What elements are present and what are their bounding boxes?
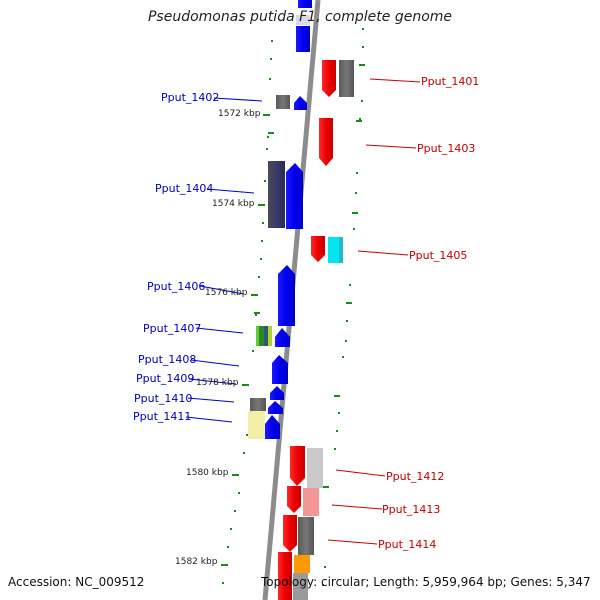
leader-1409 <box>188 378 237 385</box>
cds-pput-1407-d[interactable] <box>268 326 272 346</box>
gene-label-pput-1414[interactable]: Pput_1414 <box>378 538 437 551</box>
cds-1414-gray[interactable] <box>298 517 314 555</box>
cds-pput-1406[interactable] <box>278 265 295 326</box>
gene-label-pput-1409[interactable]: Pput_1409 <box>136 372 195 385</box>
topology-text: Topology: circular; Length: 5,959,964 bp… <box>261 575 591 589</box>
cds-pput-1402[interactable] <box>294 96 307 110</box>
scale-label-1580: 1580 kbp <box>186 468 229 478</box>
cds-pput-1401[interactable] <box>322 60 336 97</box>
gene-label-pput-1402[interactable]: Pput_1402 <box>161 91 220 104</box>
gene-label-pput-1411[interactable]: Pput_1411 <box>133 410 192 423</box>
gene-label-pput-1410[interactable]: Pput_1410 <box>134 392 193 405</box>
cds-pput-1411[interactable] <box>265 415 280 439</box>
scale-label-1572: 1572 kbp <box>218 109 261 119</box>
accession-text: Accession: NC_009512 <box>8 575 145 589</box>
cds-1405-cyan-edge <box>339 237 343 263</box>
gene-label-pput-1405[interactable]: Pput_1405 <box>409 249 468 262</box>
cds-pput-1413[interactable] <box>287 486 301 513</box>
cds-pput-1407-b[interactable] <box>259 326 264 346</box>
cds-bottom-gray[interactable] <box>293 573 308 600</box>
cds-bottom-red[interactable] <box>278 552 292 600</box>
leader-1404 <box>206 188 255 194</box>
cds-pput-1405[interactable] <box>311 236 325 262</box>
gene-label-pput-1403[interactable]: Pput_1403 <box>417 142 476 155</box>
gene-label-pput-1412[interactable]: Pput_1412 <box>386 470 445 483</box>
scale-label-1582: 1582 kbp <box>175 557 218 567</box>
leader-1401 <box>369 78 421 83</box>
cds-pput-1409[interactable] <box>270 386 284 400</box>
cds-pput-1404[interactable] <box>286 163 303 229</box>
cds-pput-1414[interactable] <box>283 515 297 552</box>
leader-1407 <box>195 327 244 334</box>
cds-pput-1408[interactable] <box>272 355 288 384</box>
cds-pput-1403[interactable] <box>319 118 333 166</box>
cds-1401-gray[interactable] <box>339 60 354 97</box>
scale-label-1578: 1578 kbp <box>196 378 239 388</box>
cds-pput-1402-gray[interactable] <box>276 95 290 109</box>
cds-pput-1412[interactable] <box>290 446 305 486</box>
cds-top-reverse-2[interactable] <box>296 26 310 52</box>
cds-1413-pink[interactable] <box>303 488 319 516</box>
cds-pput-1404-dark[interactable] <box>268 161 285 228</box>
scale-label-1574: 1574 kbp <box>212 199 255 209</box>
leader-1414 <box>327 539 378 545</box>
gene-label-pput-1408[interactable]: Pput_1408 <box>138 353 197 366</box>
cds-1412-lightgray[interactable] <box>307 448 323 488</box>
cds-pput-1407-c[interactable] <box>264 326 268 346</box>
scale-label-1576: 1576 kbp <box>205 288 248 298</box>
leader-1406 <box>199 285 245 295</box>
cds-pput-1410-gray[interactable] <box>250 398 266 411</box>
cds-top-reverse[interactable] <box>298 0 312 8</box>
cds-pput-1410[interactable] <box>268 401 283 414</box>
leader-1405 <box>357 250 409 256</box>
cds-pput-1407-blue[interactable] <box>275 328 290 347</box>
leader-1410 <box>187 397 235 403</box>
leader-1408 <box>190 359 240 367</box>
cds-pput-1411-yellow[interactable] <box>248 411 265 439</box>
gene-label-pput-1413[interactable]: Pput_1413 <box>382 503 441 516</box>
gene-label-pput-1406[interactable]: Pput_1406 <box>147 280 206 293</box>
leader-1413 <box>331 504 383 510</box>
leader-1402 <box>213 97 263 102</box>
leader-1403 <box>365 144 417 149</box>
gene-label-pput-1401[interactable]: Pput_1401 <box>421 75 480 88</box>
leader-1411 <box>185 416 233 423</box>
gene-label-pput-1404[interactable]: Pput_1404 <box>155 182 214 195</box>
cds-pput-1407-a[interactable] <box>256 326 259 346</box>
cds-1414-orange[interactable] <box>294 555 310 573</box>
leader-1412 <box>335 469 386 477</box>
page-title: Pseudomonas putida F1, complete genome <box>147 9 453 25</box>
cds-top-gray[interactable] <box>296 15 310 25</box>
gene-label-pput-1407[interactable]: Pput_1407 <box>143 322 202 335</box>
